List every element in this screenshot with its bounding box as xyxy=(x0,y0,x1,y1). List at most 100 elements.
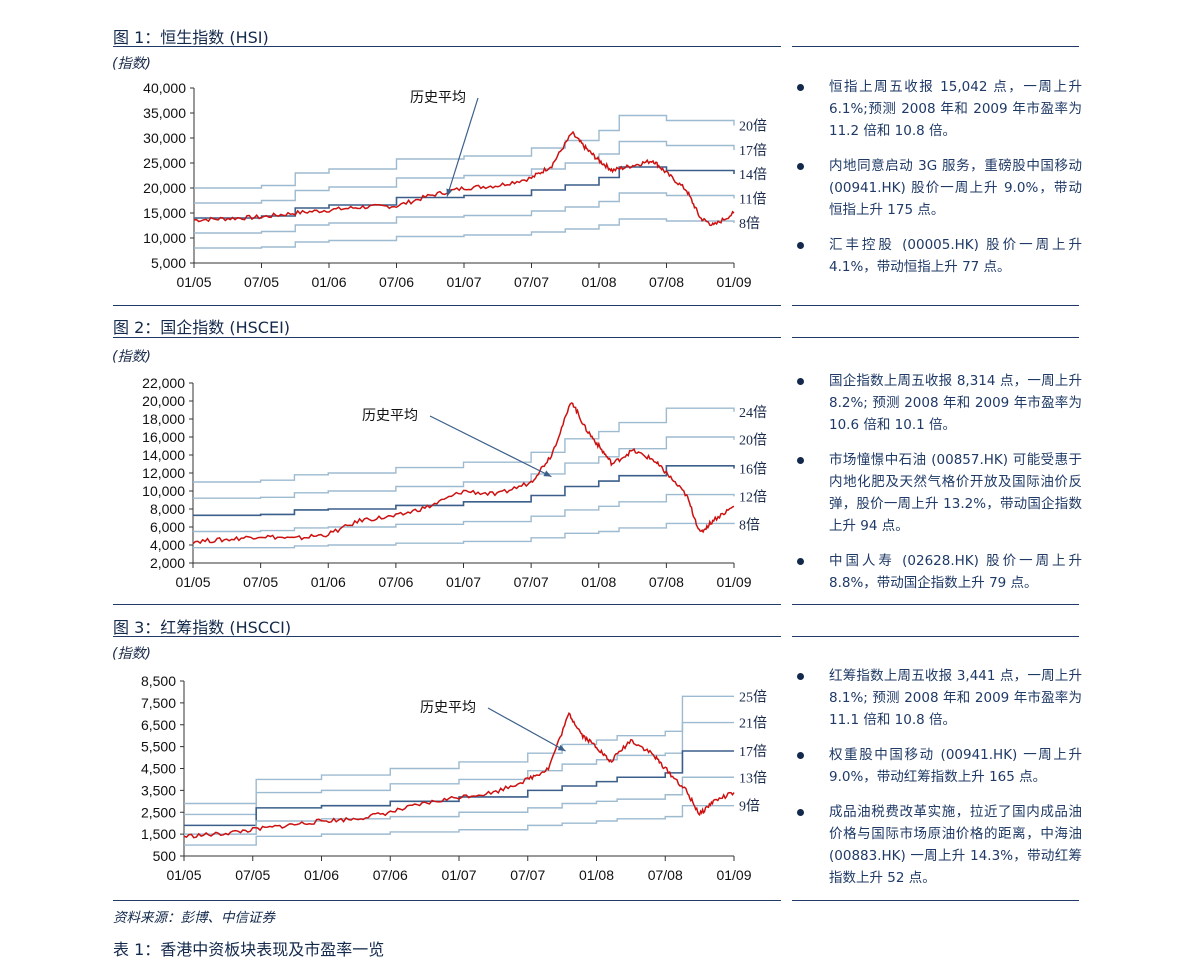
x-tick-label: 07/07 xyxy=(514,574,549,590)
bullet-item: 国企指数上周五收报 8,314 点，一周上升 8.2%; 预测 2008 年和 … xyxy=(792,370,1082,436)
annotation-arrow xyxy=(446,97,479,197)
x-tick-label: 07/06 xyxy=(378,574,413,590)
pe-band-label: 16倍 xyxy=(739,462,767,478)
pe-band-line xyxy=(184,695,734,805)
y-tick-label: 6,000 xyxy=(150,519,185,535)
next-table-title: 表 1：香港中资板块表现及市盈率一览 xyxy=(113,940,385,959)
bullet-item: 红筹指数上周五收报 3,441 点，一周上升 8.1%; 预测 2008 年和 … xyxy=(792,665,1082,731)
x-tick-label: 01/05 xyxy=(176,274,211,290)
x-tick-label: 01/09 xyxy=(716,574,751,590)
y-tick-label: 3,500 xyxy=(141,782,176,798)
y-tick-label: 2,500 xyxy=(141,804,176,820)
pe-band-label: 21倍 xyxy=(739,716,767,732)
x-tick-label: 07/06 xyxy=(379,274,414,290)
pe-band-line xyxy=(184,721,734,816)
chart-3-bullets: 红筹指数上周五收报 3,441 点，一周上升 8.1%; 预测 2008 年和 … xyxy=(792,665,1082,902)
pe-band-label: 14倍 xyxy=(739,167,767,183)
pe-band-label: 11倍 xyxy=(739,192,766,208)
pe-band-line xyxy=(193,493,735,533)
y-tick-label: 4,500 xyxy=(141,761,176,777)
x-tick-label: 01/09 xyxy=(716,274,751,290)
pe-band-label: 25倍 xyxy=(739,689,767,705)
x-tick-label: 07/05 xyxy=(244,274,279,290)
y-unit-label: (指数) xyxy=(112,349,151,365)
pe-band-line xyxy=(193,522,735,549)
chart-2-top-rule xyxy=(113,337,781,338)
x-tick-label: 01/07 xyxy=(441,867,476,883)
pe-band-label: 9倍 xyxy=(739,799,760,815)
y-tick-label: 7,500 xyxy=(141,695,176,711)
y-tick-label: 20,000 xyxy=(142,393,185,409)
bullet-item: 中国人寿 (02628.HK) 股价一周上升 8.8%，带动国企指数上升 79 … xyxy=(792,550,1082,594)
chart-2-bottom-rule xyxy=(113,604,781,605)
index-line xyxy=(183,711,735,839)
pe-band-line xyxy=(194,140,735,204)
chart-1-top-rule xyxy=(113,46,781,47)
chart-2-title: 图 2：国企指数 (HSCEI) xyxy=(113,318,291,337)
bullet-item: 成品油税费改革实施，拉近了国内成品油价格与国际市场原油价格的距离，中海油 (00… xyxy=(792,801,1082,889)
y-tick-label: 40,000 xyxy=(143,80,186,96)
chart-2-top-rule-right xyxy=(792,337,1079,338)
y-tick-label: 20,000 xyxy=(143,180,186,196)
chart-1-bottom-rule xyxy=(113,305,781,306)
bullet-item: 恒指上周五收报 15,042 点，一周上升 6.1%;预测 2008 年和 20… xyxy=(792,76,1082,142)
x-tick-label: 01/06 xyxy=(311,274,346,290)
chart-1-title: 图 1：恒生指数 (HSI) xyxy=(113,28,269,47)
x-tick-label: 01/06 xyxy=(311,574,346,590)
y-tick-label: 25,000 xyxy=(143,155,186,171)
x-tick-label: 01/06 xyxy=(304,867,339,883)
y-tick-label: 6,500 xyxy=(141,717,176,733)
x-tick-label: 01/05 xyxy=(166,867,201,883)
bullet-item: 权重股中国移动 (00941.HK) 一周上升 9.0%，带动红筹指数上升 16… xyxy=(792,744,1082,788)
source-note: 资料来源：彭博、中信证券 xyxy=(113,910,275,926)
hscci-chart-svg: (指数) 500 1,500 2,500 3,500 4,500 5,500 6,500 7,5… xyxy=(112,646,767,883)
y-tick-label: 1,500 xyxy=(141,826,176,842)
y-tick-label: 2,000 xyxy=(150,555,185,571)
annotation-arrowhead xyxy=(446,188,453,197)
pe-band-line xyxy=(194,218,735,249)
annotation-arrowhead xyxy=(543,470,552,477)
y-tick-label: 35,000 xyxy=(143,105,186,121)
pe-band-line xyxy=(184,804,734,846)
hscei-chart-svg: (指数) 2,000 4,000 6,000 8,000 10,000 12,000 14,0… xyxy=(112,349,767,590)
pe-band-line xyxy=(194,166,735,219)
index-line xyxy=(193,130,735,227)
bullet-item: 市场憧憬中石油 (00857.HK) 可能受惠于内地化肥及天然气格价开放及国际油… xyxy=(792,449,1082,537)
x-tick-label: 07/07 xyxy=(510,867,545,883)
pe-band-line xyxy=(193,407,735,483)
chart-1-top-rule-right xyxy=(792,46,1079,47)
pe-band-label: 13倍 xyxy=(739,770,767,786)
chart-3-bottom-rule xyxy=(113,900,781,901)
hsi-chart: (指数) 5,000 10,000 15,000 20,000 25,000 30,000 3… xyxy=(100,52,780,302)
y-tick-label: 10,000 xyxy=(142,483,185,499)
y-tick-label: 4,000 xyxy=(150,537,185,553)
y-tick-label: 22,000 xyxy=(142,375,185,391)
y-tick-label: 8,500 xyxy=(141,673,176,689)
x-tick-label: 01/07 xyxy=(446,574,481,590)
historical-average-annotation: 历史平均 xyxy=(362,408,418,424)
pe-band-line xyxy=(194,192,735,234)
x-tick-label: 01/08 xyxy=(581,274,616,290)
historical-average-annotation: 历史平均 xyxy=(420,700,476,716)
hscci-chart: (指数) 500 1,500 2,500 3,500 4,500 5,500 6,500 7,5… xyxy=(100,642,780,897)
y-tick-label: 500 xyxy=(153,848,177,864)
chart-1-bottom-rule-right xyxy=(792,305,1079,306)
y-tick-label: 5,500 xyxy=(141,739,176,755)
annotation-arrowhead xyxy=(557,744,566,751)
pe-band-line xyxy=(194,114,735,189)
bullet-item: 汇丰控股 (00005.HK) 股价一周上升 4.1%，带动恒指上升 77 点。 xyxy=(792,234,1082,278)
y-tick-label: 5,000 xyxy=(151,255,186,271)
x-tick-label: 01/07 xyxy=(446,274,481,290)
y-unit-label: (指数) xyxy=(112,56,151,72)
pe-band-label: 8倍 xyxy=(739,517,760,533)
x-tick-label: 07/08 xyxy=(648,867,683,883)
x-tick-label: 01/09 xyxy=(716,867,751,883)
y-unit-label: (指数) xyxy=(112,646,151,662)
pe-band-label: 8倍 xyxy=(739,216,760,232)
pe-band-label: 17倍 xyxy=(739,744,767,760)
pe-band-label: 24倍 xyxy=(739,405,767,421)
y-tick-label: 8,000 xyxy=(150,501,185,517)
pe-band-label: 20倍 xyxy=(739,119,767,135)
pe-band-label: 12倍 xyxy=(739,489,767,505)
hscei-chart: (指数) 2,000 4,000 6,000 8,000 10,000 12,000 14,0… xyxy=(100,345,780,600)
